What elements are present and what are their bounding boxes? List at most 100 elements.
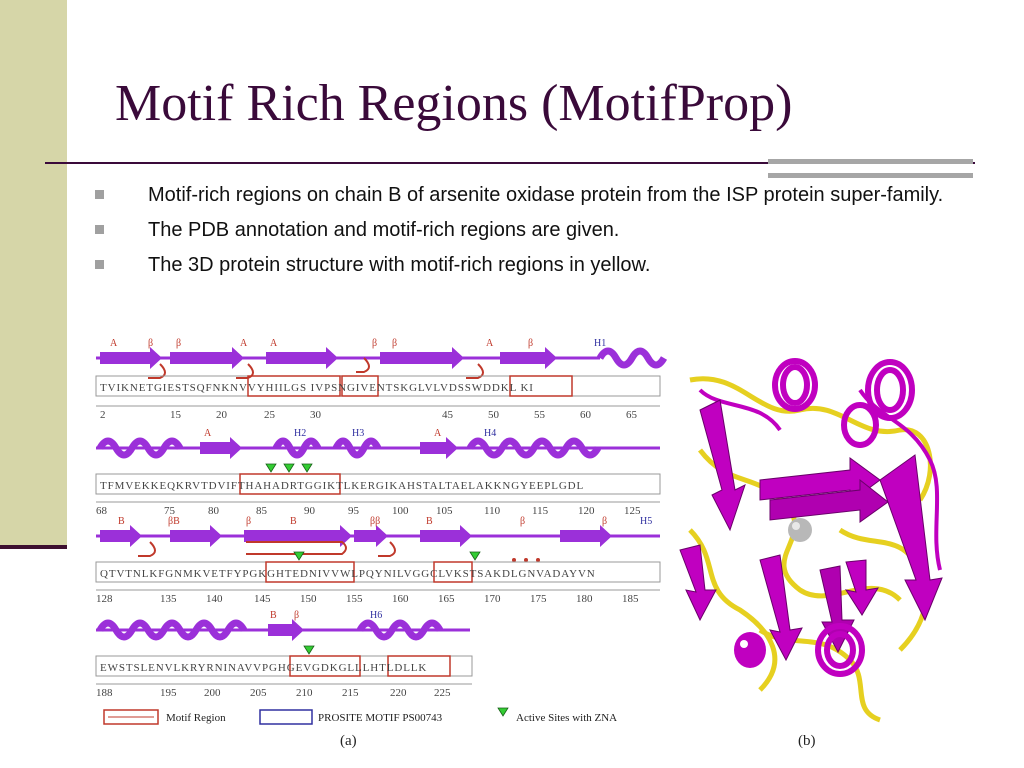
- tick-label: 165: [438, 593, 455, 605]
- beta-strand: [420, 525, 472, 547]
- tick-label: 160: [392, 593, 409, 605]
- ss-label: H5: [640, 516, 652, 527]
- metal-ion-highlight: [792, 522, 800, 530]
- beta-strand: [100, 347, 162, 369]
- tick-label: 125: [624, 505, 641, 517]
- motif-region-box: [247, 375, 341, 397]
- legend-swatch-motif: [103, 709, 159, 725]
- tick-label: 55: [534, 409, 546, 421]
- tick-label: 65: [626, 409, 638, 421]
- title-accent-bar-bottom: [768, 173, 973, 178]
- alpha-helix: [96, 437, 184, 459]
- motif-region-box: [387, 655, 451, 677]
- alpha-helix: [596, 347, 668, 369]
- beta-turn: [246, 541, 347, 555]
- active-site-marker: [283, 463, 295, 473]
- beta-sheet-arrow: [769, 478, 889, 523]
- metal-ion-sphere: [788, 518, 812, 542]
- ss-label: A: [270, 338, 278, 349]
- tick-label: 210: [296, 687, 313, 699]
- bullet-item: The PDB annotation and motif-rich region…: [95, 218, 955, 243]
- alpha-helix: [332, 437, 382, 459]
- helix-coil: [824, 631, 856, 669]
- tick-label: 135: [160, 593, 177, 605]
- sequence-frame: [95, 473, 661, 495]
- beta-sheet-arrow: [679, 544, 717, 622]
- tick-label: 128: [96, 593, 113, 605]
- tick-label: 30: [310, 409, 322, 421]
- helix-coil: [772, 358, 818, 412]
- ss-label: B: [290, 516, 297, 527]
- ss-label: B: [270, 610, 277, 621]
- ss-label: B: [426, 516, 433, 527]
- beta-strand: [268, 619, 304, 641]
- beta-sheet-arrow: [879, 454, 943, 622]
- tick-label: 140: [206, 593, 223, 605]
- tick-labels: 128 135 140 145 150 155 160 165 170 175 …: [96, 593, 639, 605]
- motif-region-box: [341, 375, 379, 397]
- tick-label: 110: [484, 505, 501, 517]
- tick-label: 105: [436, 505, 453, 517]
- tick-label: 175: [530, 593, 547, 605]
- tick-label: 170: [484, 593, 501, 605]
- helix-coil: [841, 402, 879, 448]
- bullet-marker: [95, 190, 104, 199]
- bullet-marker: [95, 225, 104, 234]
- motif-region-box: [265, 561, 355, 583]
- beta-strand: [100, 525, 142, 547]
- bullet-item: Motif-rich regions on chain B of arsenit…: [95, 183, 955, 208]
- motif-coil: [688, 528, 778, 692]
- tick-label: 90: [304, 505, 316, 517]
- sequence-text: TFMVEKKEQKRVTDVIFTHAHADRTGGIKTLKERGIKAHS…: [100, 480, 584, 492]
- tick-label: 215: [342, 687, 359, 699]
- panel-a-label: (a): [340, 733, 357, 749]
- ss-label: β: [246, 516, 251, 527]
- legend-active-label: Active Sites with ZNA: [516, 712, 617, 724]
- tick-label: 85: [256, 505, 268, 517]
- ss-label: β: [528, 338, 533, 349]
- tick-label: 205: [250, 687, 267, 699]
- beta-turn: [356, 357, 370, 373]
- motif-region-box: [433, 561, 473, 583]
- beta-sheet-arrow: [759, 554, 803, 662]
- sidebar-band: [0, 0, 67, 545]
- tick-label: 75: [164, 505, 176, 517]
- ss-label: β: [372, 338, 377, 349]
- beta-strand: [244, 525, 352, 547]
- motif-region-box: [509, 375, 573, 397]
- tick-label: 145: [254, 593, 271, 605]
- beta-turn: [466, 363, 484, 379]
- sequence-text: TVIKNETGIESTSQFNKNVVYHIILGS IVPSNGIVENTS…: [100, 382, 534, 394]
- ss-label: A: [110, 338, 118, 349]
- tick-label: 155: [346, 593, 363, 605]
- alpha-helix: [356, 619, 444, 641]
- beta-strand: [266, 347, 338, 369]
- ss-label: A: [486, 338, 494, 349]
- tick-label: 120: [578, 505, 595, 517]
- tick-label: 20: [216, 409, 228, 421]
- helix-coil: [815, 623, 865, 677]
- ss-label: H3: [352, 428, 364, 439]
- tick-label: 68: [96, 505, 108, 517]
- residue-dot: [536, 558, 540, 562]
- alpha-helix: [272, 437, 322, 459]
- ss-label: H1: [594, 338, 606, 349]
- beta-turn: [378, 541, 396, 557]
- beta-strand: [170, 525, 222, 547]
- figure-legend: Motif Region PROSITE MOTIF PS00743 Activ…: [103, 707, 617, 749]
- ss-label: β: [176, 338, 181, 349]
- title-rule: [45, 162, 975, 164]
- residue-dot: [524, 558, 528, 562]
- active-site-marker: [303, 645, 315, 655]
- beta-strand: [420, 437, 458, 459]
- sequence-frame: [95, 655, 473, 677]
- ss-label: β: [294, 610, 299, 621]
- active-site-marker: [469, 551, 481, 561]
- tick-label: 185: [622, 593, 639, 605]
- bullet-text: The 3D protein structure with motif-rich…: [148, 254, 651, 276]
- figure: A β β A A β β A β H1 TVIKNETGIESTSQFNKNV…: [95, 338, 943, 749]
- tick-label: 115: [532, 505, 549, 517]
- bullet-marker: [95, 260, 104, 269]
- tick-labels: 188 195 200 205 210 215 220 225: [96, 687, 451, 699]
- legend-prosite-label: PROSITE MOTIF PS00743: [318, 712, 443, 724]
